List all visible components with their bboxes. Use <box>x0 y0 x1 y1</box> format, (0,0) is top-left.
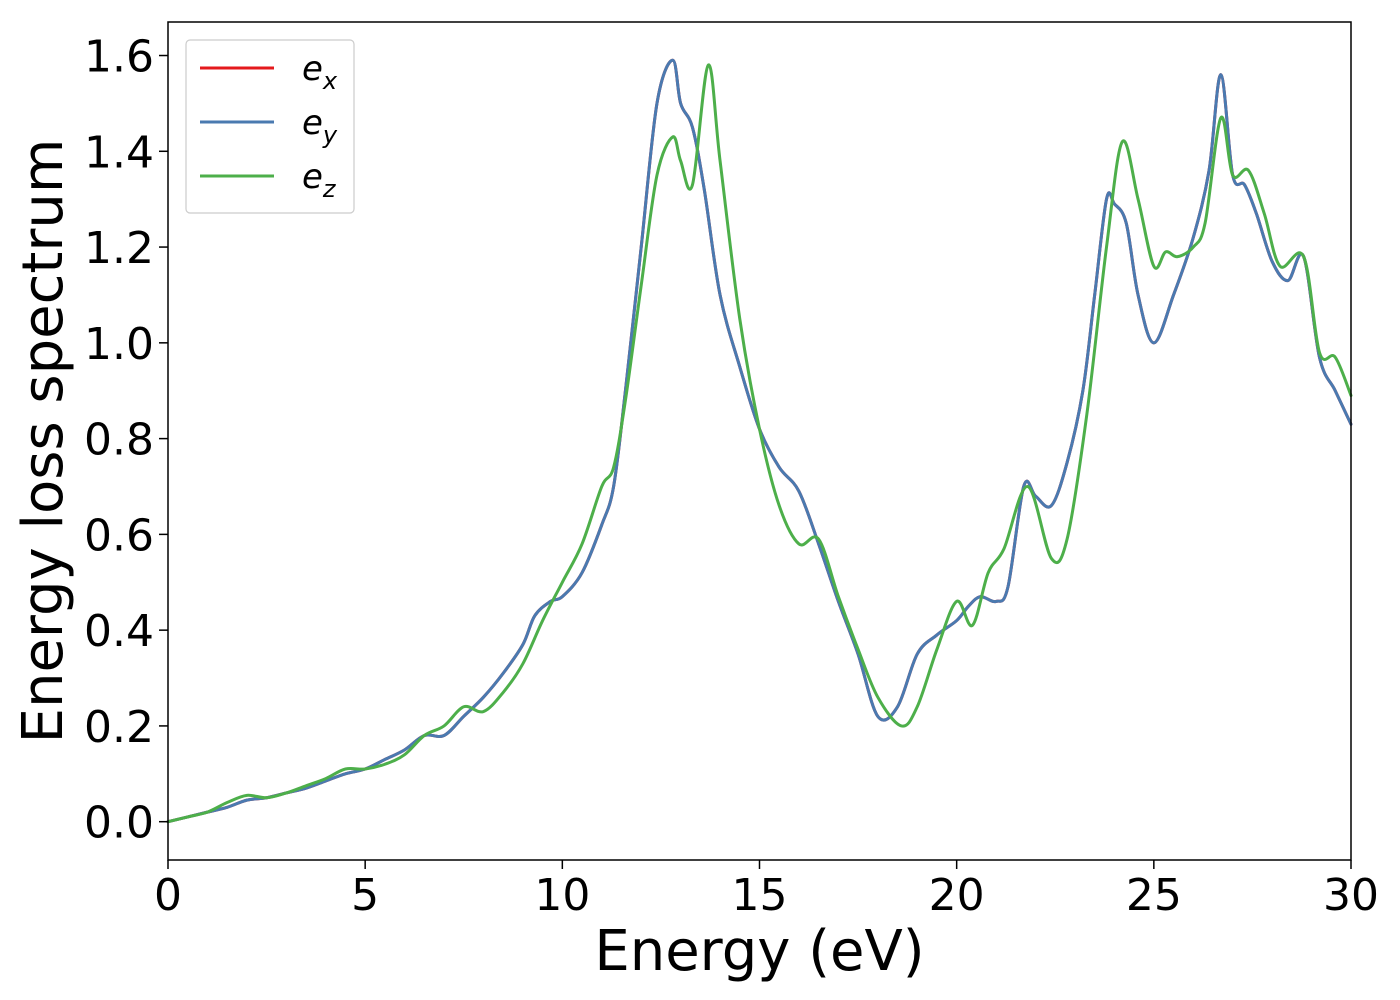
x-axis-label: Energy (eV) <box>594 919 924 984</box>
x-tick-label: 10 <box>534 870 590 921</box>
y-axis: 0.0 0.2 0.4 0.6 0.8 1.0 1.2 1.4 1.6 <box>84 32 168 849</box>
x-tick-label: 20 <box>929 870 985 921</box>
y-axis-label: Energy loss spectrum <box>11 139 76 744</box>
y-tick-label: 1.6 <box>84 32 154 83</box>
legend-label-x: ex <box>302 49 338 95</box>
legend-label-y: ey <box>302 103 338 149</box>
x-tick-label: 0 <box>154 870 182 921</box>
y-tick-label: 0.6 <box>84 510 154 561</box>
x-tick-label: 25 <box>1126 870 1182 921</box>
y-tick-label: 1.0 <box>84 319 154 370</box>
series-layer <box>166 58 1353 824</box>
legend-box <box>185 39 355 214</box>
legend: ex ey ez <box>185 39 355 214</box>
x-tick-label: 5 <box>351 870 379 921</box>
y-tick-label: 0.8 <box>84 415 154 466</box>
y-tick-label: 1.2 <box>84 223 154 274</box>
y-tick-label: 0.0 <box>84 798 154 849</box>
series-line-z <box>166 63 1353 824</box>
x-axis: 0 5 10 15 20 25 30 <box>154 860 1379 921</box>
y-tick-label: 0.2 <box>84 702 154 753</box>
x-tick-label: 30 <box>1323 870 1379 921</box>
series-line-y <box>166 58 1353 824</box>
y-tick-label: 1.4 <box>84 127 154 178</box>
legend-label-z: ez <box>302 157 337 203</box>
x-tick-label: 15 <box>732 870 788 921</box>
y-tick-label: 0.4 <box>84 606 154 657</box>
